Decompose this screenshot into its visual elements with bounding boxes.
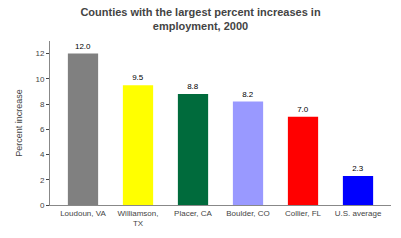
svg-text:10: 10 bbox=[35, 75, 44, 84]
svg-text:Placer, CA: Placer, CA bbox=[174, 209, 212, 218]
svg-text:7.0: 7.0 bbox=[297, 105, 309, 114]
svg-text:8: 8 bbox=[40, 100, 45, 109]
svg-text:6: 6 bbox=[40, 125, 45, 134]
svg-text:Percent increase: Percent increase bbox=[14, 89, 24, 157]
svg-text:Collier, FL: Collier, FL bbox=[285, 209, 322, 218]
svg-text:8.2: 8.2 bbox=[242, 90, 254, 99]
svg-text:Loudoun, VA: Loudoun, VA bbox=[60, 209, 106, 218]
svg-text:Counties with the largest perc: Counties with the largest percent increa… bbox=[80, 6, 321, 32]
svg-text:2.3: 2.3 bbox=[352, 164, 364, 173]
svg-text:8.8: 8.8 bbox=[187, 82, 199, 91]
svg-text:0: 0 bbox=[40, 201, 45, 210]
svg-text:9.5: 9.5 bbox=[132, 73, 144, 82]
svg-text:12: 12 bbox=[35, 49, 44, 58]
svg-text:Williamson,TX: Williamson,TX bbox=[118, 209, 159, 228]
svg-text:U.S. average: U.S. average bbox=[335, 209, 382, 218]
svg-text:12.0: 12.0 bbox=[75, 42, 91, 51]
svg-text:2: 2 bbox=[40, 176, 45, 185]
svg-text:4: 4 bbox=[40, 150, 45, 159]
svg-text:Boulder, CO: Boulder, CO bbox=[226, 209, 270, 218]
